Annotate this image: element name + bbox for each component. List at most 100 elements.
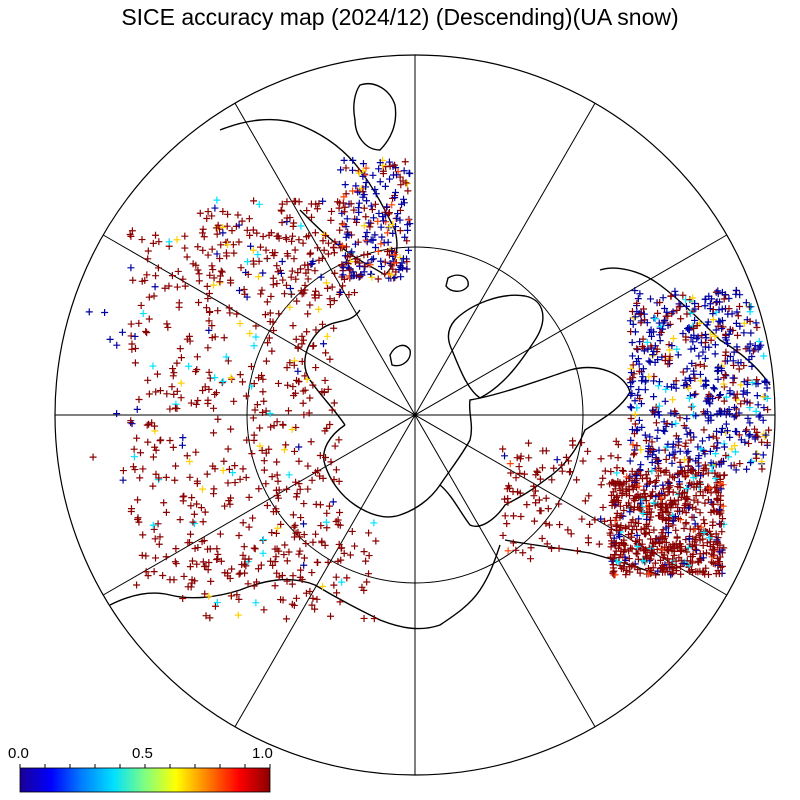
accuracy-marker [366, 261, 374, 269]
accuracy-marker [241, 555, 249, 563]
accuracy-marker [156, 387, 164, 395]
accuracy-marker [635, 494, 643, 502]
accuracy-marker [384, 238, 392, 246]
accuracy-marker [151, 535, 159, 543]
accuracy-marker [597, 481, 605, 489]
accuracy-marker [321, 376, 329, 384]
accuracy-marker [668, 459, 676, 467]
accuracy-marker [689, 402, 697, 410]
accuracy-marker [741, 438, 749, 446]
accuracy-marker [272, 529, 280, 537]
accuracy-marker [184, 583, 192, 591]
accuracy-marker [279, 421, 287, 429]
accuracy-marker [630, 481, 638, 489]
accuracy-marker [664, 360, 672, 368]
accuracy-marker [623, 501, 631, 509]
accuracy-marker [181, 282, 189, 290]
accuracy-marker [325, 502, 333, 510]
accuracy-marker [686, 525, 694, 533]
accuracy-marker [265, 445, 273, 453]
accuracy-marker [662, 533, 670, 541]
accuracy-marker [249, 246, 257, 254]
accuracy-marker [764, 406, 772, 414]
accuracy-marker [375, 165, 383, 173]
accuracy-marker [129, 276, 137, 284]
accuracy-marker [297, 566, 305, 574]
accuracy-marker [278, 207, 286, 215]
accuracy-marker [707, 336, 715, 344]
accuracy-marker [169, 365, 177, 373]
accuracy-marker [619, 467, 627, 475]
accuracy-marker [505, 484, 513, 492]
accuracy-marker [269, 274, 277, 282]
accuracy-marker [527, 544, 535, 552]
accuracy-marker [634, 346, 642, 354]
accuracy-marker [631, 397, 639, 405]
accuracy-marker [751, 433, 759, 441]
accuracy-marker [266, 410, 274, 418]
accuracy-marker [630, 506, 638, 514]
accuracy-marker [179, 275, 187, 283]
accuracy-marker [328, 406, 336, 414]
accuracy-marker [85, 308, 93, 316]
accuracy-marker [204, 396, 212, 404]
coastline-greenland [447, 294, 544, 399]
accuracy-marker [730, 413, 738, 421]
accuracy-marker [362, 183, 370, 191]
accuracy-marker [718, 367, 726, 375]
accuracy-marker [646, 516, 654, 524]
accuracy-marker [670, 551, 678, 559]
accuracy-marker [613, 526, 621, 534]
accuracy-marker [335, 477, 343, 485]
accuracy-marker [328, 283, 336, 291]
accuracy-marker [516, 469, 524, 477]
accuracy-marker [619, 565, 627, 573]
accuracy-marker [631, 410, 639, 418]
accuracy-marker [633, 472, 641, 480]
accuracy-marker [303, 207, 311, 215]
accuracy-marker [520, 470, 528, 478]
accuracy-marker [377, 263, 385, 271]
accuracy-marker [622, 523, 630, 531]
accuracy-marker [378, 233, 386, 241]
accuracy-marker [343, 215, 351, 223]
accuracy-marker [692, 546, 700, 554]
accuracy-marker [222, 353, 230, 361]
accuracy-marker [225, 465, 233, 473]
accuracy-marker [661, 427, 669, 435]
accuracy-marker [690, 474, 698, 482]
accuracy-marker [698, 331, 706, 339]
accuracy-marker [685, 324, 693, 332]
accuracy-marker [759, 451, 767, 459]
accuracy-marker [250, 431, 258, 439]
accuracy-marker [691, 374, 699, 382]
accuracy-marker [628, 426, 636, 434]
accuracy-marker [273, 569, 281, 577]
accuracy-marker [274, 268, 282, 276]
accuracy-marker [386, 223, 394, 231]
accuracy-marker [257, 561, 265, 569]
accuracy-marker [704, 417, 712, 425]
accuracy-marker [275, 310, 283, 318]
accuracy-marker [315, 200, 323, 208]
accuracy-marker [697, 472, 705, 480]
accuracy-marker [118, 328, 126, 336]
accuracy-marker [292, 197, 299, 205]
accuracy-marker [614, 454, 622, 462]
accuracy-marker [130, 445, 138, 453]
accuracy-marker [135, 396, 143, 404]
accuracy-marker [349, 272, 357, 280]
accuracy-marker [144, 438, 152, 446]
accuracy-marker [128, 227, 136, 235]
accuracy-marker [404, 246, 412, 254]
accuracy-marker [639, 373, 647, 381]
accuracy-marker [298, 340, 306, 348]
accuracy-marker [136, 474, 144, 482]
accuracy-marker [286, 359, 294, 367]
accuracy-marker [214, 415, 222, 423]
accuracy-marker [284, 407, 292, 415]
accuracy-marker [702, 330, 710, 338]
accuracy-marker [219, 207, 227, 215]
accuracy-marker [733, 343, 741, 351]
accuracy-marker [691, 538, 699, 546]
